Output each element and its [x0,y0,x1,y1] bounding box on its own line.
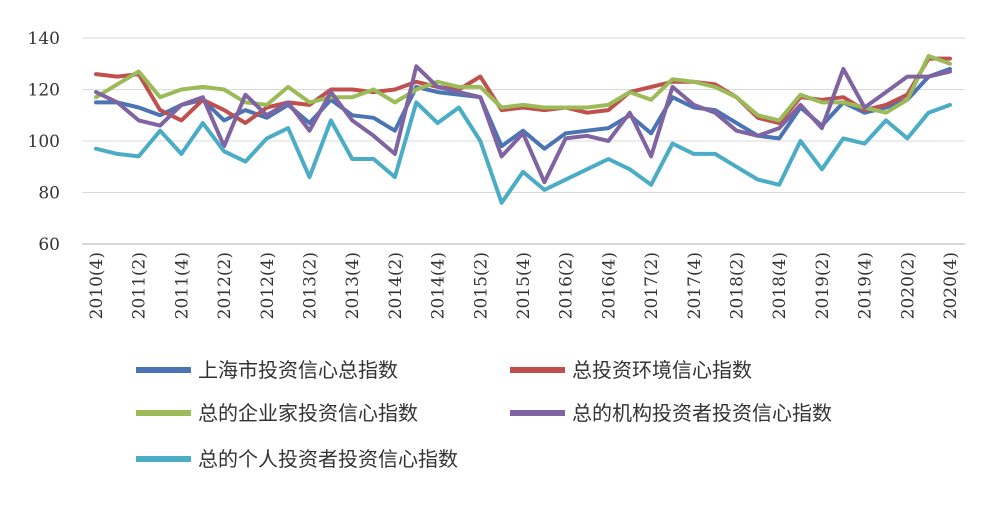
x-tick-label: 2017(4) [685,252,705,319]
x-tick-label: 2011(4) [172,252,192,319]
legend-label: 总的个人投资者投资信心指数 [198,447,458,471]
series-line-4 [94,64,952,185]
x-tick-label: 2017(2) [642,252,662,319]
x-tick-label: 2020(2) [898,252,918,319]
y-tick-label: 140 [28,29,60,49]
x-tick-label: 2015(4) [514,252,534,319]
x-tick-label: 2016(4) [599,252,619,319]
series-line-5 [94,100,952,205]
x-tick-label: 2013(4) [343,252,363,319]
legend-label: 总的企业家投资信心指数 [198,401,418,425]
x-tick-label: 2014(2) [386,252,406,319]
x-tick-label: 2014(4) [429,252,449,319]
x-tick-label: 2012(4) [258,252,278,319]
x-tick-label: 2019(4) [856,252,876,319]
x-tick-label: 2019(2) [813,252,833,319]
x-tick-label: 2018(2) [728,252,748,319]
y-tick-label: 100 [28,132,60,152]
y-tick-label: 80 [38,184,60,204]
x-tick-label: 2020(4) [941,252,961,319]
x-tick-label: 2012(2) [215,252,235,319]
x-tick-label: 2015(2) [471,252,491,319]
y-tick-label: 60 [38,235,60,255]
x-tick-label: 2016(2) [557,252,577,319]
y-tick-label: 120 [28,81,60,101]
x-tick-label: 2011(2) [130,252,150,319]
x-tick-label: 2018(4) [770,252,790,319]
x-tick-label: 2010(4) [87,252,107,319]
x-tick-label: 2013(2) [301,252,321,319]
series-line-3 [94,54,952,123]
legend-label: 上海市投资信心总指数 [198,358,398,382]
legend-label: 总的机构投资者投资信心指数 [572,401,832,425]
legend-label: 总投资环境信心指数 [572,358,752,382]
